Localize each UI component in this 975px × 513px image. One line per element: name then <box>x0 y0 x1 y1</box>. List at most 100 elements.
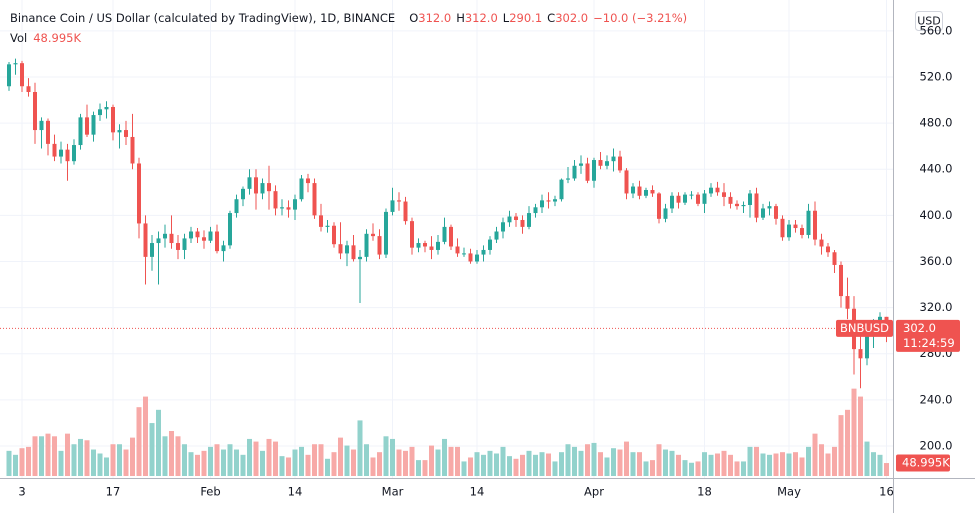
candle-body <box>26 86 31 93</box>
candle-body <box>267 183 271 192</box>
legend-key: O <box>409 11 418 25</box>
candle-body <box>819 239 824 247</box>
x-tick-label: 3 <box>18 485 25 499</box>
price-tag-countdown: 11:24:59 <box>903 336 955 350</box>
legend-key: L <box>503 11 510 25</box>
volume-bar <box>786 453 792 476</box>
candles <box>7 58 889 389</box>
volume-bar <box>52 436 57 476</box>
legend-value: 312.0 <box>418 11 451 25</box>
volume-bar <box>97 453 103 476</box>
volume-bar <box>663 449 668 476</box>
candle-body <box>65 149 70 162</box>
x-tick-label: May <box>777 485 801 499</box>
volume-bar <box>383 436 389 476</box>
volume-bar <box>624 441 629 476</box>
candle-body <box>494 231 499 240</box>
y-tick-label: 440.0 <box>920 162 953 176</box>
volume-bar <box>578 450 584 476</box>
candle-body <box>150 243 154 257</box>
volume-bar <box>825 453 831 476</box>
volume-bar <box>715 453 720 476</box>
volume-bar <box>279 456 285 476</box>
candle-body <box>189 231 193 239</box>
volume-bar <box>32 436 38 476</box>
candle-body <box>670 195 674 209</box>
candle-body <box>351 245 356 260</box>
candle-body <box>390 200 395 212</box>
volume-bar <box>806 446 811 476</box>
volume-bar <box>344 445 350 476</box>
candle-body <box>442 226 447 242</box>
volume-bar <box>357 420 363 476</box>
y-tick-label: 200.0 <box>920 438 953 452</box>
volume-bar <box>819 444 824 476</box>
volume-bar <box>780 452 785 476</box>
legend-change: −10.0 (−3.21%) <box>593 11 687 25</box>
candle-body <box>299 178 304 200</box>
candle-body <box>624 170 629 194</box>
candle-body <box>449 226 453 247</box>
volume-bar <box>871 452 876 476</box>
legend-value: 290.1 <box>509 11 542 25</box>
volume-bar <box>123 449 129 476</box>
volume-bar <box>669 450 675 476</box>
candle-body <box>234 199 239 214</box>
candle-body <box>592 160 596 181</box>
candle-body <box>319 215 323 227</box>
candle-body <box>208 231 213 241</box>
volume-bar <box>169 431 174 476</box>
candle-body <box>631 186 635 194</box>
volume-bar <box>448 446 454 476</box>
volume-bar <box>559 452 564 476</box>
y-tick-label: 520.0 <box>920 70 953 84</box>
candle-body <box>754 193 759 218</box>
volume-bar <box>754 446 759 476</box>
volume-bar <box>435 449 441 476</box>
volume-bar <box>396 449 402 476</box>
candle-body <box>683 194 687 203</box>
candle-body <box>611 156 616 162</box>
volume-bar <box>240 454 246 476</box>
candle-body <box>696 194 700 204</box>
volume-bar <box>845 409 850 476</box>
candle-body <box>793 224 798 229</box>
candle-body <box>176 243 180 250</box>
candle-body <box>774 206 778 219</box>
candle-body <box>618 156 622 171</box>
volume-bar <box>689 462 694 476</box>
candle-body <box>384 211 388 255</box>
candle-body <box>462 253 466 255</box>
symbol-tag-label: BNBUSD <box>840 321 889 335</box>
currency-label[interactable]: USD <box>917 15 941 28</box>
volume-bar <box>71 444 77 476</box>
candle-body <box>650 190 655 194</box>
volume-bar <box>409 446 415 476</box>
candle-body <box>241 188 245 200</box>
candle-body <box>247 177 252 189</box>
volume-bar <box>266 438 272 476</box>
candle-body <box>182 238 187 250</box>
volume-bar <box>442 438 447 476</box>
candle-body <box>637 186 642 196</box>
candle-body <box>598 160 603 166</box>
candle-body <box>117 130 122 133</box>
volume-bar <box>325 458 330 476</box>
volume-bar <box>45 433 51 476</box>
y-tick-label: 320.0 <box>920 300 953 314</box>
candle-body <box>540 200 544 208</box>
volume-bar <box>851 388 857 476</box>
volume-bar <box>455 446 460 476</box>
candle-body <box>52 143 57 157</box>
candle-body <box>468 253 473 262</box>
candle-body <box>13 63 18 65</box>
candle-body <box>169 233 174 244</box>
candle-body <box>46 120 50 144</box>
volume-bar <box>78 438 83 476</box>
currency-button[interactable] <box>915 11 943 31</box>
volume-bar <box>227 444 233 476</box>
volume-bar <box>546 453 551 476</box>
volume-bar <box>208 446 213 476</box>
volume-bar <box>58 450 64 476</box>
candle-body <box>715 187 720 193</box>
